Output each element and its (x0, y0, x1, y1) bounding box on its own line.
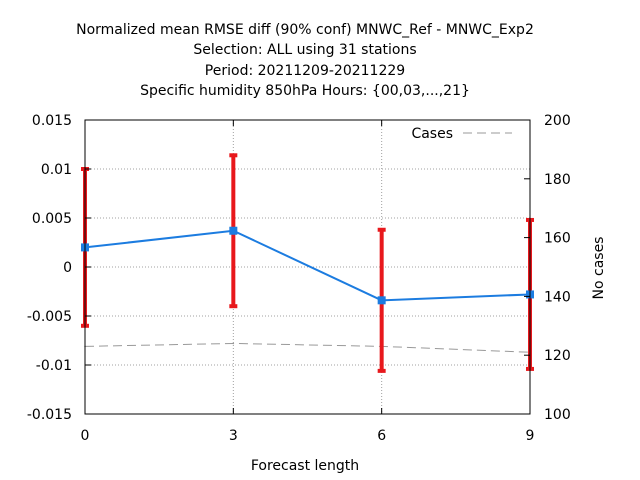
y-tick-label: 0.015 (32, 113, 72, 129)
grid (85, 120, 530, 414)
rmse-diff-point (229, 226, 238, 235)
rmse-diff-line (84, 229, 531, 302)
y2-tick-label: 160 (544, 231, 571, 247)
cases-series (84, 342, 531, 354)
y-tick-label: -0.01 (36, 358, 72, 374)
y2-tick-label: 200 (544, 113, 571, 129)
y-tick-label: -0.005 (27, 309, 72, 325)
rmse-diff-series (81, 226, 534, 305)
title-line-2: Selection: ALL using 31 stations (193, 42, 416, 58)
axes: -0.015 -0.01 -0.005 0 0.005 0.01 0.015 0 3 6 9 100 1… (27, 113, 571, 444)
legend: Cases (411, 126, 512, 142)
error-bars (81, 153, 534, 373)
y-tick-label: 0 (63, 260, 72, 276)
y-tick-label: 0.01 (41, 162, 72, 178)
x-tick-label: 9 (526, 428, 535, 444)
cases-line (84, 342, 531, 353)
y2-tick-label: 100 (544, 407, 571, 423)
x-axis-label: Forecast length (251, 458, 359, 474)
chart-title: Normalized mean RMSE diff (90% conf) MNW… (76, 22, 534, 99)
y2-tick-label: 180 (544, 172, 571, 188)
title-line-4: Specific humidity 850hPa Hours: {00,03,.… (140, 83, 470, 99)
x-tick-label: 6 (377, 428, 386, 444)
title-line-1: Normalized mean RMSE diff (90% conf) MNW… (76, 22, 534, 38)
x-tick-label: 0 (81, 428, 90, 444)
y2-tick-label: 120 (544, 348, 571, 364)
title-line-3: Period: 20211209-20211229 (205, 63, 405, 79)
y2-axis-label: No cases (591, 237, 607, 300)
y2-tick-label: 140 (544, 289, 571, 305)
x-tick-label: 3 (229, 428, 238, 444)
cases-point (232, 342, 235, 345)
legend-label: Cases (411, 126, 453, 142)
rmse-diff-point (377, 296, 386, 305)
y-tick-label: -0.015 (27, 407, 72, 423)
y-tick-label: 0.005 (32, 211, 72, 227)
